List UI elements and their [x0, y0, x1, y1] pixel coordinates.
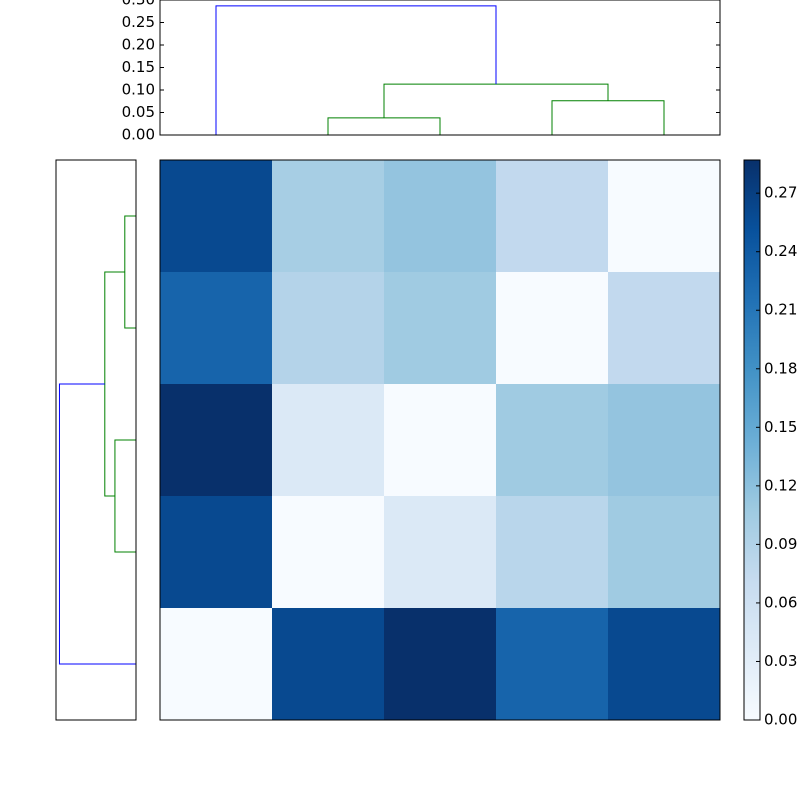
- dendrogram-link: [551, 100, 665, 135]
- heatmap-cell: [160, 160, 273, 273]
- y-tick-label: 0.10: [122, 81, 155, 99]
- heatmap-cell: [608, 608, 721, 721]
- heatmap-cell: [272, 496, 385, 609]
- heatmap-cell: [384, 608, 497, 721]
- heatmap-cell: [496, 384, 609, 497]
- axes-frame: [55, 159, 137, 721]
- heatmap-cell: [160, 272, 273, 385]
- dendrogram-link: [58, 383, 136, 665]
- heatmap-cell: [496, 160, 609, 273]
- heatmap-cell: [272, 608, 385, 721]
- y-tick-label: 0.15: [122, 58, 155, 76]
- colorbar-tick-label: 0.24: [764, 242, 797, 260]
- heatmap-cell: [608, 496, 721, 609]
- heatmap-cell: [496, 496, 609, 609]
- heatmap-cell: [608, 384, 721, 497]
- heatmap-cell: [160, 496, 273, 609]
- dendrogram-link: [327, 117, 441, 135]
- colorbar-tick-label: 0.06: [764, 593, 797, 611]
- heatmap-cell: [496, 272, 609, 385]
- colorbar-tick-label: 0.03: [764, 652, 797, 670]
- colorbar-tick-label: 0.15: [764, 418, 797, 436]
- heatmap-cell: [608, 272, 721, 385]
- heatmap-cell: [272, 272, 385, 385]
- y-tick-label: 0.05: [122, 103, 155, 121]
- y-tick-label: 0.20: [122, 36, 155, 54]
- colorbar-tick-label: 0.21: [764, 301, 797, 319]
- colorbar-tick-label: 0.18: [764, 359, 797, 377]
- heatmap-cell: [384, 160, 497, 273]
- axes-frame: [159, 159, 721, 721]
- colorbar-tick-label: 0.27: [764, 184, 797, 202]
- heatmap-cell: [272, 384, 385, 497]
- colorbar: [743, 159, 761, 721]
- heatmap-cell: [384, 496, 497, 609]
- heatmap-cell: [496, 608, 609, 721]
- dendrogram-link: [215, 5, 497, 135]
- heatmap-cell: [272, 160, 385, 273]
- heatmap-cell: [384, 272, 497, 385]
- axes-frame: [159, 0, 721, 136]
- y-tick-label: 0.00: [122, 126, 155, 144]
- heatmap-cell: [608, 160, 721, 273]
- y-tick-label: 0.25: [122, 13, 155, 31]
- heatmap-cell: [160, 384, 273, 497]
- colorbar-tick-label: 0.12: [764, 476, 797, 494]
- dendrogram-link: [124, 215, 136, 329]
- colorbar-tick-label: 0.09: [764, 535, 797, 553]
- heatmap-cell: [384, 384, 497, 497]
- heatmap-cell: [160, 608, 273, 721]
- dendrogram-link: [114, 439, 136, 553]
- colorbar-tick-label: 0.00: [764, 711, 797, 729]
- y-tick-label: 0.30: [122, 0, 155, 9]
